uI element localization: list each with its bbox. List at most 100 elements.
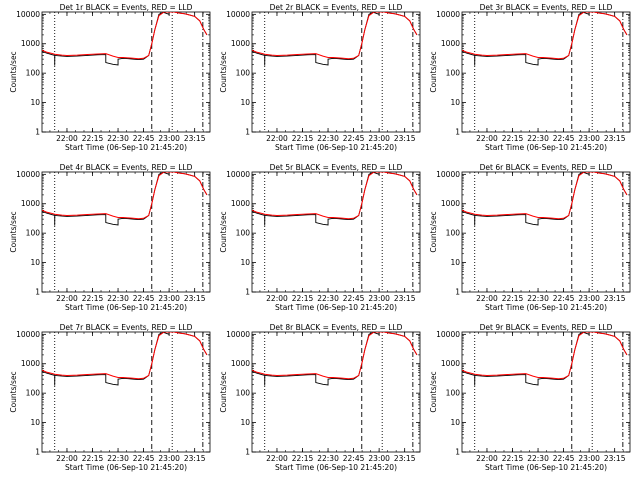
y-tick-label: 10000 — [16, 330, 40, 339]
y-tick-label: 1000 — [231, 359, 250, 368]
plot-frame — [461, 171, 631, 293]
y-axis-label: Counts/sec — [429, 211, 438, 252]
lld-series-line — [252, 12, 418, 60]
x-tick-label: 22:45 — [343, 134, 365, 143]
x-tick-label: 22:15 — [292, 454, 314, 463]
x-tick-label: 22:45 — [553, 134, 575, 143]
lld-series-line — [252, 172, 418, 220]
y-tick-label: 100 — [446, 229, 461, 238]
y-tick-label: 1 — [35, 128, 40, 137]
x-tick-label: 22:00 — [56, 454, 78, 463]
y-tick-label: 100 — [236, 229, 251, 238]
x-tick-label: 23:00 — [158, 294, 180, 303]
y-tick-label: 1000 — [21, 199, 40, 208]
y-tick-label: 10 — [30, 258, 40, 267]
y-tick-label: 1 — [455, 288, 460, 297]
y-tick-label: 10000 — [16, 10, 40, 19]
detector-panel-6: Det 6r BLACK = Events, RED = LLD 1 10 100 10… — [429, 163, 631, 312]
panel-title: Det 8r BLACK = Events, RED = LLD — [270, 323, 403, 332]
x-tick-label: 22:00 — [476, 294, 498, 303]
x-tick-label: 23:15 — [394, 134, 416, 143]
x-tick-label: 22:30 — [107, 454, 129, 463]
y-tick-label: 1000 — [441, 199, 460, 208]
x-tick-label: 23:00 — [368, 294, 390, 303]
panel-title: Det 3r BLACK = Events, RED = LLD — [480, 3, 613, 12]
x-tick-label: 22:00 — [266, 294, 288, 303]
x-axis-label: Start Time (06-Sep-10 21:45:20) — [65, 143, 187, 152]
x-tick-label: 22:00 — [266, 134, 288, 143]
x-axis-label: Start Time (06-Sep-10 21:45:20) — [485, 143, 607, 152]
lld-series-line — [252, 332, 418, 380]
x-tick-label: 22:45 — [553, 294, 575, 303]
y-axis-label: Counts/sec — [219, 51, 228, 92]
y-tick-label: 10 — [240, 418, 250, 427]
y-axis-label: Counts/sec — [9, 371, 18, 412]
x-tick-label: 22:15 — [82, 134, 104, 143]
x-tick-label: 23:15 — [604, 294, 626, 303]
plot-frame — [461, 11, 631, 133]
x-tick-label: 23:00 — [578, 294, 600, 303]
x-tick-label: 22:45 — [133, 294, 155, 303]
y-tick-label: 1000 — [231, 39, 250, 48]
x-tick-label: 22:15 — [292, 294, 314, 303]
lld-series-line — [462, 332, 628, 380]
panel-title: Det 6r BLACK = Events, RED = LLD — [480, 163, 613, 172]
y-tick-label: 10000 — [226, 170, 250, 179]
x-tick-label: 23:15 — [604, 454, 626, 463]
x-tick-label: 23:00 — [158, 454, 180, 463]
plot-frame — [41, 331, 211, 453]
y-axis-label: Counts/sec — [9, 211, 18, 252]
y-tick-label: 10 — [450, 258, 460, 267]
panel-title: Det 7r BLACK = Events, RED = LLD — [60, 323, 193, 332]
y-tick-label: 100 — [236, 389, 251, 398]
x-tick-label: 22:45 — [133, 454, 155, 463]
detector-panel-4: Det 4r BLACK = Events, RED = LLD 1 10 100 10… — [9, 163, 211, 312]
y-axis-label: Counts/sec — [429, 51, 438, 92]
y-axis-label: Counts/sec — [219, 211, 228, 252]
y-tick-label: 10000 — [436, 10, 460, 19]
panel-title: Det 2r BLACK = Events, RED = LLD — [270, 3, 403, 12]
x-tick-label: 22:45 — [343, 294, 365, 303]
y-tick-label: 10 — [30, 418, 40, 427]
y-tick-label: 1 — [245, 448, 250, 457]
x-tick-label: 23:15 — [184, 454, 206, 463]
x-tick-label: 22:15 — [502, 294, 524, 303]
detector-panel-3: Det 3r BLACK = Events, RED = LLD 1 10 100 10… — [429, 3, 631, 152]
x-axis-label: Start Time (06-Sep-10 21:45:20) — [485, 463, 607, 472]
x-tick-label: 22:00 — [266, 454, 288, 463]
x-tick-label: 22:45 — [133, 134, 155, 143]
y-tick-label: 10000 — [436, 330, 460, 339]
x-tick-label: 23:15 — [394, 294, 416, 303]
y-tick-label: 10000 — [226, 330, 250, 339]
y-tick-label: 10 — [450, 418, 460, 427]
detector-panel-2: Det 2r BLACK = Events, RED = LLD 1 10 100 10… — [219, 3, 421, 152]
detector-panel-9: Det 9r BLACK = Events, RED = LLD 1 10 100 10… — [429, 323, 631, 472]
x-tick-label: 22:15 — [502, 134, 524, 143]
x-tick-label: 23:00 — [578, 134, 600, 143]
x-axis-label: Start Time (06-Sep-10 21:45:20) — [65, 463, 187, 472]
y-tick-label: 10 — [450, 98, 460, 107]
detector-panel-5: Det 5r BLACK = Events, RED = LLD 1 10 100 10… — [219, 163, 421, 312]
lld-series-line — [462, 12, 628, 60]
x-tick-label: 22:30 — [527, 294, 549, 303]
y-tick-label: 100 — [26, 69, 41, 78]
x-axis-label: Start Time (06-Sep-10 21:45:20) — [275, 143, 397, 152]
detector-panel-1: Det 1r BLACK = Events, RED = LLD 1 10 100 10… — [9, 3, 211, 152]
y-axis-label: Counts/sec — [429, 371, 438, 412]
x-tick-label: 23:00 — [368, 134, 390, 143]
x-tick-label: 22:00 — [476, 134, 498, 143]
detector-panel-7: Det 7r BLACK = Events, RED = LLD 1 10 100 10… — [9, 323, 211, 472]
x-axis-label: Start Time (06-Sep-10 21:45:20) — [65, 303, 187, 312]
y-tick-label: 1 — [245, 128, 250, 137]
y-tick-label: 100 — [446, 389, 461, 398]
y-tick-label: 10000 — [16, 170, 40, 179]
y-tick-label: 1 — [35, 448, 40, 457]
x-tick-label: 22:30 — [107, 134, 129, 143]
y-tick-label: 10000 — [226, 10, 250, 19]
x-tick-label: 22:45 — [553, 454, 575, 463]
y-tick-label: 100 — [446, 69, 461, 78]
x-tick-label: 22:30 — [317, 294, 339, 303]
x-tick-label: 22:00 — [56, 134, 78, 143]
x-tick-label: 22:00 — [476, 454, 498, 463]
